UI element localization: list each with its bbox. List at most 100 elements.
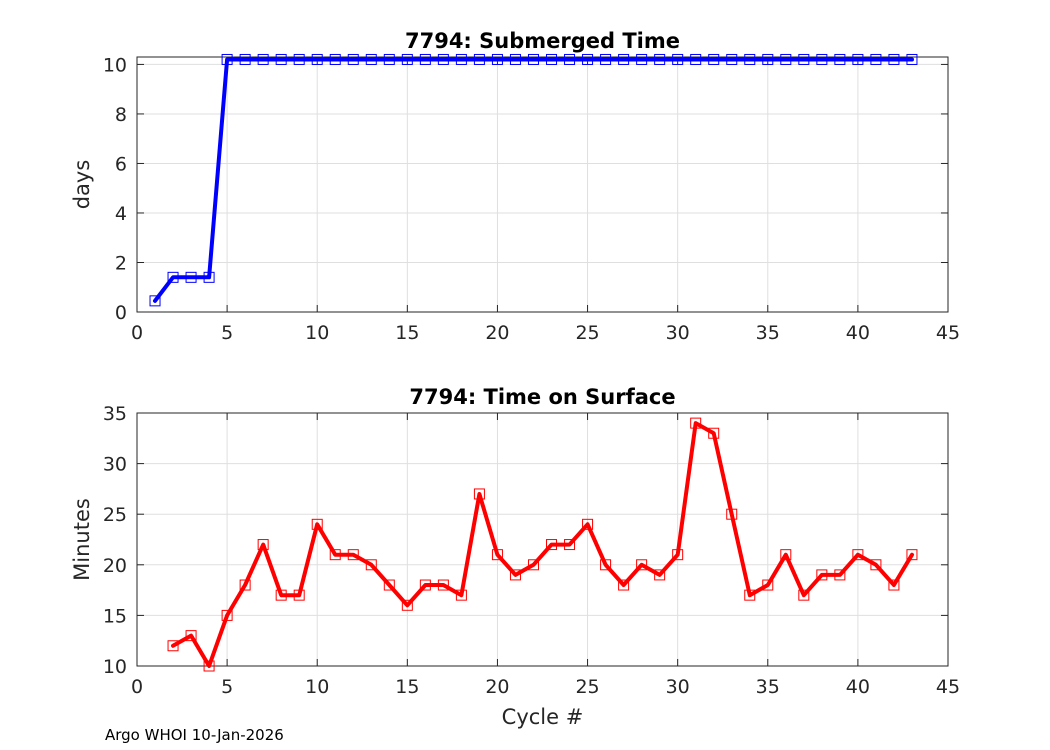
x-tick-label: 35 bbox=[756, 676, 780, 698]
x-tick-label: 45 bbox=[936, 322, 960, 344]
x-tick-label: 10 bbox=[305, 676, 329, 698]
y-tick-label: 15 bbox=[103, 605, 127, 627]
data-point-marker bbox=[239, 53, 251, 65]
data-point-marker bbox=[473, 488, 485, 500]
data-point-marker bbox=[149, 295, 161, 307]
data-point-marker bbox=[167, 640, 179, 652]
data-point-marker bbox=[509, 53, 521, 65]
footer-credit: Argo WHOI 10-Jan-2026 bbox=[105, 726, 284, 744]
data-point-marker bbox=[582, 518, 594, 530]
data-point-marker bbox=[744, 589, 756, 601]
data-point-marker bbox=[221, 53, 233, 65]
data-point-marker bbox=[834, 569, 846, 581]
y-tick-label: 10 bbox=[103, 54, 127, 76]
data-point-marker bbox=[762, 579, 774, 591]
data-point-marker bbox=[888, 579, 900, 591]
data-point-marker bbox=[852, 549, 864, 561]
data-point-marker bbox=[329, 549, 341, 561]
data-point-marker bbox=[906, 53, 918, 65]
y-axis-label: Minutes bbox=[70, 498, 94, 581]
data-point-marker bbox=[509, 569, 521, 581]
data-point-marker bbox=[401, 53, 413, 65]
data-point-marker bbox=[185, 630, 197, 642]
x-tick-label: 5 bbox=[221, 676, 233, 698]
x-tick-label: 30 bbox=[666, 322, 690, 344]
data-point-marker bbox=[257, 539, 269, 551]
data-point-marker bbox=[167, 271, 179, 283]
data-point-marker bbox=[762, 53, 774, 65]
data-point-marker bbox=[870, 53, 882, 65]
data-point-marker bbox=[654, 569, 666, 581]
x-tick-label: 30 bbox=[666, 676, 690, 698]
data-point-marker bbox=[293, 53, 305, 65]
data-point-marker bbox=[275, 589, 287, 601]
data-point-marker bbox=[690, 53, 702, 65]
data-point-marker bbox=[564, 53, 576, 65]
data-point-marker bbox=[816, 53, 828, 65]
series-line bbox=[171, 421, 914, 668]
data-point-marker bbox=[401, 599, 413, 611]
data-point-marker bbox=[618, 53, 630, 65]
data-point-marker bbox=[275, 53, 287, 65]
y-tick-label: 30 bbox=[103, 454, 127, 476]
surface-time-subplot: 0 5 10 15 20 25 30 35 40 45 10 15 20 25 30 35 7794: Time… bbox=[70, 385, 960, 729]
data-point-marker bbox=[329, 53, 341, 65]
data-point-marker bbox=[383, 579, 395, 591]
data-point-marker bbox=[780, 549, 792, 561]
data-point-marker bbox=[600, 53, 612, 65]
data-point-marker bbox=[690, 417, 702, 429]
x-tick-label: 35 bbox=[756, 322, 780, 344]
data-point-marker bbox=[582, 53, 594, 65]
x-tick-label: 10 bbox=[305, 322, 329, 344]
x-tick-label: 0 bbox=[131, 676, 143, 698]
series-line bbox=[153, 57, 914, 303]
data-point-marker bbox=[798, 53, 810, 65]
data-point-marker bbox=[816, 569, 828, 581]
data-point-marker bbox=[618, 579, 630, 591]
data-point-marker bbox=[636, 559, 648, 571]
x-tick-label: 45 bbox=[936, 676, 960, 698]
chart-title: 7794: Time on Surface bbox=[409, 385, 675, 409]
y-tick-label: 0 bbox=[115, 302, 127, 324]
x-tick-label: 20 bbox=[485, 322, 509, 344]
data-point-marker bbox=[455, 53, 467, 65]
data-point-marker bbox=[600, 559, 612, 571]
data-point-marker bbox=[203, 271, 215, 283]
data-point-marker bbox=[311, 53, 323, 65]
data-point-marker bbox=[185, 271, 197, 283]
data-point-marker bbox=[564, 539, 576, 551]
data-point-marker bbox=[347, 549, 359, 561]
y-tick-label: 4 bbox=[115, 203, 127, 225]
y-axis-label: days bbox=[70, 160, 94, 210]
data-point-marker bbox=[203, 660, 215, 672]
data-point-marker bbox=[527, 559, 539, 571]
data-point-marker bbox=[365, 53, 377, 65]
plot-area bbox=[137, 413, 948, 666]
data-point-marker bbox=[311, 518, 323, 530]
data-point-marker bbox=[365, 559, 377, 571]
data-point-marker bbox=[780, 53, 792, 65]
axes-frame bbox=[136, 412, 949, 667]
data-point-marker bbox=[491, 549, 503, 561]
y-tick-label: 6 bbox=[115, 153, 127, 175]
data-point-marker bbox=[654, 53, 666, 65]
x-tick-label: 20 bbox=[485, 676, 509, 698]
x-tick-label: 40 bbox=[846, 676, 870, 698]
data-point-marker bbox=[726, 508, 738, 520]
data-point-marker bbox=[852, 53, 864, 65]
data-point-marker bbox=[798, 589, 810, 601]
data-point-marker bbox=[527, 53, 539, 65]
submerged-time-subplot: 0 5 10 15 20 25 30 35 40 45 0 2 4 6 8 10 7794: Submerged… bbox=[70, 29, 960, 344]
data-point-marker bbox=[546, 53, 558, 65]
data-point-marker bbox=[491, 53, 503, 65]
data-point-marker bbox=[419, 579, 431, 591]
plot-area bbox=[137, 57, 948, 312]
data-point-marker bbox=[636, 53, 648, 65]
data-point-marker bbox=[293, 589, 305, 601]
data-point-marker bbox=[455, 589, 467, 601]
x-tick-label: 25 bbox=[575, 322, 599, 344]
data-point-marker bbox=[383, 53, 395, 65]
chart-title: 7794: Submerged Time bbox=[405, 29, 680, 53]
